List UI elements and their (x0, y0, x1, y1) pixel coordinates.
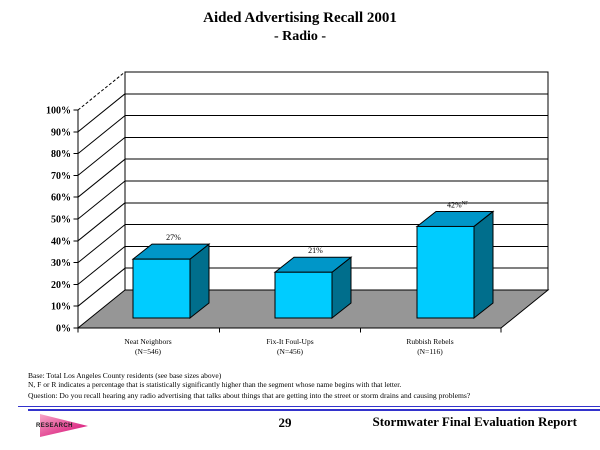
y-axis-label: 80% (51, 149, 71, 160)
side-wall-gridline (77, 224, 126, 263)
y-axis-label: 70% (51, 171, 71, 182)
category-label: Neat Neighbors (124, 337, 171, 346)
logo-text: RESEARCH (36, 423, 73, 429)
bar-value-label: 27% (166, 233, 181, 242)
side-wall-gridline (77, 158, 126, 198)
footnote-significance: N, F or R indicates a percentage that is… (28, 380, 402, 389)
footer-rule-thin (18, 406, 600, 407)
side-wall-gridline (77, 71, 126, 111)
footnote-base: Base: Total Los Angeles County residents… (28, 371, 222, 380)
footer-rule-thick (28, 409, 600, 411)
bar-side-face (473, 210, 494, 320)
category-base-label: (N=116) (417, 347, 443, 356)
y-axis-label: 100% (46, 106, 71, 117)
category-label: Rubbish Rebels (406, 337, 453, 346)
side-wall-gridline (77, 180, 126, 220)
category-base-label: (N=456) (277, 347, 303, 356)
y-axis-label: 20% (51, 280, 71, 291)
side-wall-gridline (77, 137, 126, 176)
bar-value-label: 21% (308, 246, 323, 255)
y-axis-label: 0% (56, 324, 71, 335)
y-axis-label: 60% (51, 193, 71, 204)
y-axis-label: 30% (51, 258, 71, 269)
category-label: Fix-It Foul-Ups (266, 337, 313, 346)
logo-triangle-icon (40, 414, 88, 437)
report-title: Stormwater Final Evaluation Report (372, 414, 578, 429)
side-wall-gridline (77, 246, 126, 285)
bar-front-face (274, 271, 333, 319)
side-wall-gridline (77, 93, 126, 133)
footnote-question: Question: Do you recall hearing any radi… (28, 391, 471, 400)
y-axis-label: 40% (51, 236, 71, 247)
side-wall-gridline (77, 267, 126, 307)
side-wall-gridline (77, 202, 126, 242)
page-number: 29 (278, 415, 292, 430)
slide-subtitle: - Radio - (273, 29, 327, 44)
research-logo: RESEARCH (30, 413, 92, 439)
bar-value-label: 42%NF (447, 200, 468, 209)
side-wall-gridline (77, 115, 126, 154)
bar-front-face (132, 258, 191, 319)
bar-front-face (416, 225, 475, 319)
slide-title: Aided Advertising Recall 2001 (203, 10, 397, 26)
y-axis-label: 50% (51, 215, 71, 226)
y-axis-label: 10% (51, 302, 71, 313)
category-base-label: (N=546) (135, 347, 161, 356)
significance-superscript: NF (462, 201, 469, 206)
y-axis-label: 90% (51, 127, 71, 138)
